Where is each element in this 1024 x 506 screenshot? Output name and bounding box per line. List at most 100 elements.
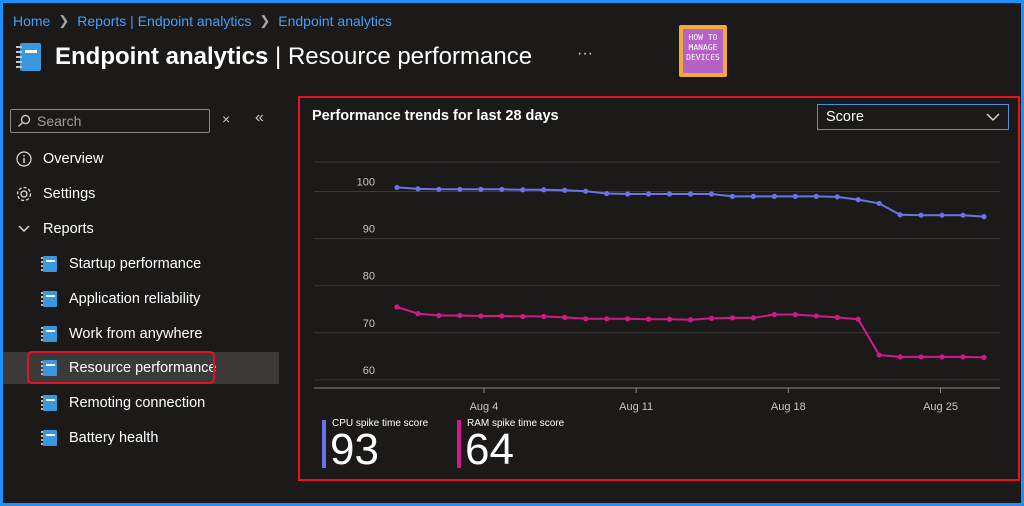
chevron-down-icon xyxy=(986,110,1000,128)
sidebar-item-label: Reports xyxy=(43,221,94,237)
trend-chart: 60 70 80 90 100 Aug 4 Aug 11 Aug 18 Aug 25 xyxy=(314,161,1000,413)
y-tick-label: 100 xyxy=(357,177,375,189)
data-point-ram xyxy=(813,313,819,319)
x-tick-label: Aug 11 xyxy=(619,401,653,413)
score-dropdown[interactable]: Score xyxy=(817,104,1009,130)
sidebar-item-remoting-connection[interactable]: Remoting connection xyxy=(3,387,279,419)
page-title: Endpoint analytics | Resource performanc… xyxy=(55,43,533,70)
data-point-ram xyxy=(687,317,694,323)
data-point-cpu xyxy=(583,188,589,194)
data-point-cpu xyxy=(499,186,505,192)
x-tick-label: Aug 18 xyxy=(771,401,806,413)
sidebar-item-application-reliability[interactable]: Application reliability xyxy=(3,283,279,315)
report-book-icon xyxy=(39,358,61,378)
data-point-ram xyxy=(645,316,652,322)
data-point-cpu xyxy=(687,191,694,197)
data-point-cpu xyxy=(918,212,924,218)
brand-logo: HOW TO MANAGE DEVICES xyxy=(679,25,727,77)
sidebar-item-label: Application reliability xyxy=(69,291,201,307)
data-point-cpu xyxy=(771,193,777,199)
data-point-cpu xyxy=(897,212,903,218)
data-point-ram xyxy=(792,311,798,318)
sidebar-item-label: Remoting connection xyxy=(69,395,206,411)
data-point-ram xyxy=(729,315,736,321)
app-window: Home ❯ Reports | Endpoint analytics ❯ En… xyxy=(3,3,1021,503)
sidebar-item-label: Work from anywhere xyxy=(69,326,203,342)
breadcrumb-home[interactable]: Home xyxy=(13,13,51,29)
data-point-cpu xyxy=(604,190,610,197)
data-point-ram xyxy=(415,311,421,317)
search-box[interactable] xyxy=(10,109,210,133)
legend-swatch-cpu xyxy=(322,420,326,468)
data-point-ram xyxy=(520,313,526,320)
y-tick-label: 70 xyxy=(363,318,375,330)
data-point-ram xyxy=(897,354,903,360)
data-point-ram xyxy=(834,314,840,320)
data-point-cpu xyxy=(436,186,442,192)
data-point-ram xyxy=(918,354,924,360)
data-point-cpu xyxy=(834,194,840,200)
data-point-cpu xyxy=(541,187,547,193)
sidebar-item-resource-performance[interactable]: Resource performance xyxy=(3,352,279,384)
sidebar-item-overview[interactable]: Overview xyxy=(3,143,279,175)
sidebar-item-label: Settings xyxy=(43,186,96,202)
report-book-icon xyxy=(39,289,61,309)
data-point-ram xyxy=(960,354,966,360)
sidebar-item-work-from-anywhere[interactable]: Work from anywhere xyxy=(3,318,279,350)
more-options-button[interactable]: ··· xyxy=(577,45,593,62)
data-point-cpu xyxy=(876,200,882,207)
legend-value-ram: 64 xyxy=(465,425,514,474)
sidebar-item-reports[interactable]: Reports xyxy=(3,213,279,245)
data-point-cpu xyxy=(415,186,421,192)
search-input[interactable] xyxy=(35,112,199,130)
data-point-ram xyxy=(750,315,756,321)
sidebar-item-label: Startup performance xyxy=(69,256,202,272)
report-book-icon xyxy=(39,324,61,344)
y-tick-label: 60 xyxy=(363,365,375,377)
x-tick-label: Aug 4 xyxy=(470,401,499,413)
collapse-sidebar-icon[interactable]: « xyxy=(255,109,264,126)
data-point-ram xyxy=(666,316,673,322)
series-line-ram xyxy=(396,306,985,359)
data-point-ram xyxy=(708,315,715,321)
breadcrumb: Home ❯ Reports | Endpoint analytics ❯ En… xyxy=(13,13,392,29)
data-point-cpu xyxy=(394,184,400,191)
data-point-ram xyxy=(981,354,987,360)
data-point-cpu xyxy=(666,191,673,197)
data-point-cpu xyxy=(625,191,631,197)
data-point-cpu xyxy=(750,193,756,199)
legend-swatch-ram xyxy=(457,420,461,468)
data-point-cpu xyxy=(562,187,568,193)
legend-value-cpu: 93 xyxy=(330,425,379,474)
clear-search-icon[interactable]: × xyxy=(222,111,231,127)
data-point-ram xyxy=(436,312,442,319)
report-book-icon xyxy=(39,393,61,413)
data-point-ram xyxy=(562,314,568,320)
data-point-ram xyxy=(771,311,777,318)
data-point-cpu xyxy=(855,197,861,203)
performance-trends-panel: Performance trends for last 28 days Scor… xyxy=(298,96,1020,481)
gear-icon xyxy=(13,184,35,204)
y-tick-label: 80 xyxy=(363,271,375,283)
chevron-down-icon xyxy=(13,219,35,239)
sidebar-item-startup-performance[interactable]: Startup performance xyxy=(3,248,279,280)
data-point-ram xyxy=(876,352,882,358)
data-point-cpu xyxy=(457,186,463,192)
chevron-right-icon: ❯ xyxy=(259,13,271,28)
data-point-cpu xyxy=(792,193,798,199)
data-point-cpu xyxy=(708,191,715,197)
sidebar-item-label: Resource performance xyxy=(69,360,217,376)
sidebar-item-label: Overview xyxy=(43,151,104,167)
sidebar-item-label: Battery health xyxy=(69,430,159,446)
breadcrumb-endpoint-analytics[interactable]: Endpoint analytics xyxy=(278,13,392,29)
data-point-ram xyxy=(478,313,484,319)
sidebar-item-battery-health[interactable]: Battery health xyxy=(3,422,279,454)
data-point-ram xyxy=(855,316,861,322)
data-point-cpu xyxy=(981,214,987,220)
sidebar-item-settings[interactable]: Settings xyxy=(3,178,279,210)
data-point-cpu xyxy=(729,193,736,199)
page-header: Endpoint analytics | Resource performanc… xyxy=(15,41,532,73)
x-tick-label: Aug 25 xyxy=(923,401,958,413)
data-point-cpu xyxy=(478,186,484,192)
breadcrumb-reports[interactable]: Reports | Endpoint analytics xyxy=(77,13,252,29)
